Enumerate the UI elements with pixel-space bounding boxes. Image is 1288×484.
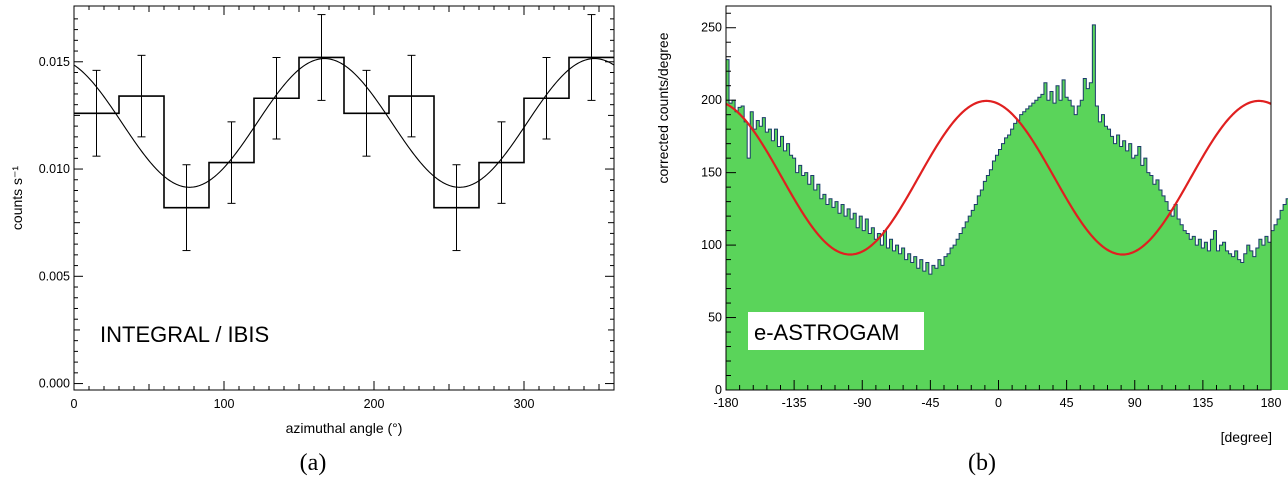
- panel-a-y-tick-labels: 0.000 0.005 0.010 0.015: [39, 55, 70, 391]
- panel-b-annotation: e-ASTROGAM: [754, 320, 899, 345]
- panel-b-x-tick-label: 135: [1192, 396, 1213, 410]
- panel-a-annotation: INTEGRAL / IBIS: [100, 322, 269, 347]
- panel-a-x-axis-label: azimuthal angle (°): [286, 420, 403, 436]
- panel-a-y-tick-label: 0.010: [39, 162, 70, 176]
- panel-a-y-axis-label: counts s⁻¹: [9, 166, 25, 231]
- panel-b-x-tick-label: -45: [921, 396, 939, 410]
- panel-b-x-tick-label: 0: [995, 396, 1002, 410]
- panel-b-annotation-background: [748, 312, 924, 350]
- panel-b-fit-curve: [725, 99, 1272, 256]
- panel-b-y-tick-label: 250: [701, 21, 722, 35]
- panel-b-x-tick-label: 45: [1060, 396, 1074, 410]
- panel-a-x-tick-labels: 0 100 200 300: [71, 397, 535, 411]
- panel-b-caption: (b): [968, 450, 996, 476]
- panel-a-step-histogram: [74, 56, 614, 209]
- panel-a-y-tick-label: 0.000: [39, 377, 70, 391]
- panel-a-y-tick-label: 0.005: [39, 269, 70, 283]
- panel-a-caption: (a): [300, 450, 327, 476]
- panel-b-histogram-outline: [726, 24, 1288, 275]
- panel-b-ticks: [725, 12, 1272, 391]
- panel-b-x-tick-label: 90: [1128, 396, 1142, 410]
- panel-b-histogram-fill: [726, 24, 1288, 390]
- panel-a: 0 100 200 300 0.000 0.005 0.010 0.015 azimutha…: [9, 5, 615, 476]
- panel-b-y-tick-label: 0: [715, 383, 722, 397]
- panel-a-ticks: [73, 6, 614, 390]
- panel-b-y-tick-label: 150: [701, 166, 722, 180]
- panel-b-y-axis-label: corrected counts/degree: [655, 32, 671, 183]
- panel-b-y-tick-label: 200: [701, 93, 722, 107]
- panel-a-x-tick-label: 100: [214, 397, 235, 411]
- panel-b-y-tick-labels: 0 50 100 150 200 250: [701, 21, 722, 397]
- panel-b-x-tick-label: -180: [713, 396, 738, 410]
- panel-a-y-tick-label: 0.015: [39, 55, 70, 69]
- panel-a-x-tick-label: 200: [364, 397, 385, 411]
- panel-b-y-tick-label: 50: [708, 311, 722, 325]
- panel-b-x-axis-label: [degree]: [1221, 429, 1272, 445]
- panel-b: -180 -135 -90 -45 0 45 90 135 180 0 50 100 150 200 25…: [655, 5, 1288, 476]
- panel-b-x-tick-label: -135: [782, 396, 807, 410]
- panel-b-x-tick-labels: -180 -135 -90 -45 0 45 90 135 180: [713, 396, 1281, 410]
- panel-b-x-tick-label: -90: [853, 396, 871, 410]
- panel-a-x-tick-label: 300: [514, 397, 535, 411]
- panel-a-fit-curve: [73, 58, 615, 188]
- panel-b-x-tick-label: 180: [1261, 396, 1282, 410]
- panel-a-x-tick-label: 0: [71, 397, 78, 411]
- panel-b-y-tick-label: 100: [701, 238, 722, 252]
